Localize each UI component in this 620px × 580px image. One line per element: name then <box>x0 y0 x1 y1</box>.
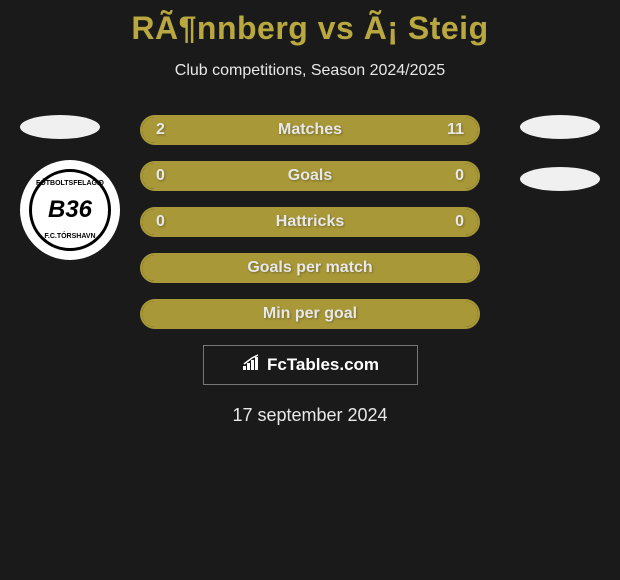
stat-label: Matches <box>278 121 342 139</box>
brand-text: FcTables.com <box>267 355 379 375</box>
stat-row-hattricks: 0 Hattricks 0 <box>140 207 480 237</box>
stat-value-left: 0 <box>156 167 165 185</box>
badge-bottom-text: F.C.TÓRSHAVN <box>44 233 95 240</box>
stat-fill-left <box>142 117 202 143</box>
stat-row-min-per-goal: Min per goal <box>140 299 480 329</box>
stat-value-right: 0 <box>455 167 464 185</box>
page-subtitle: Club competitions, Season 2024/2025 <box>0 62 620 80</box>
stat-label: Min per goal <box>263 305 357 323</box>
stat-row-goals-per-match: Goals per match <box>140 253 480 283</box>
content-area: FÓTBOLTSFELAGIÐ B36 F.C.TÓRSHAVN 2 Match… <box>0 115 620 426</box>
badge-top-text: FÓTBOLTSFELAGIÐ <box>36 180 104 187</box>
stat-row-matches: 2 Matches 11 <box>140 115 480 145</box>
left-team-placeholder <box>20 115 100 139</box>
stat-value-right: 0 <box>455 213 464 231</box>
stat-row-goals: 0 Goals 0 <box>140 161 480 191</box>
stat-rows: 2 Matches 11 0 Goals 0 0 Hattricks 0 Goa… <box>140 115 480 329</box>
right-team-placeholder-1 <box>520 115 600 139</box>
stat-value-right: 11 <box>447 121 464 139</box>
right-team-placeholder-2 <box>520 167 600 191</box>
badge-center-text: B36 <box>48 196 92 224</box>
stat-label: Goals per match <box>247 259 372 277</box>
page-title: RÃ¶nnberg vs Ã¡ Steig <box>0 0 620 47</box>
date-text: 17 september 2024 <box>0 405 620 426</box>
team-badge: FÓTBOLTSFELAGIÐ B36 F.C.TÓRSHAVN <box>20 160 120 260</box>
brand-box[interactable]: FcTables.com <box>203 345 418 385</box>
stat-value-left: 0 <box>156 213 165 231</box>
chart-icon <box>241 354 263 377</box>
stat-value-left: 2 <box>156 121 165 139</box>
stat-label: Hattricks <box>276 213 344 231</box>
stat-label: Goals <box>288 167 332 185</box>
